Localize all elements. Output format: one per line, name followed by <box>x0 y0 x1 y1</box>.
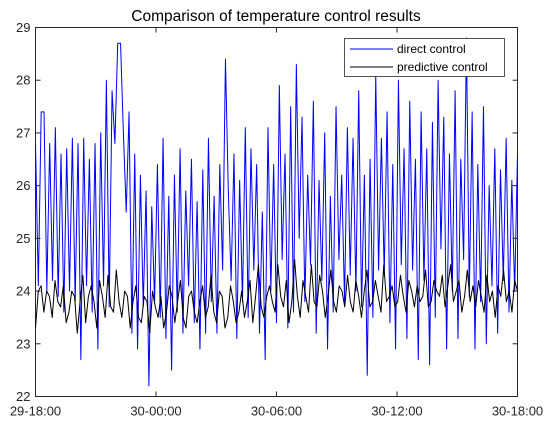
x-axis: 29-18:00 30-00:00 30-06:00 30-12:00 30-18:00 <box>10 27 543 419</box>
legend-label-direct-control: direct control <box>397 42 466 56</box>
y-tick-label: 27 <box>16 125 30 140</box>
legend-box <box>344 38 505 77</box>
chart-title: Comparison of temperature control result… <box>131 8 421 25</box>
y-tick-label: 25 <box>16 231 30 246</box>
legend: direct control predictive control <box>344 38 505 77</box>
series-line-direct-control <box>35 37 518 387</box>
plot-frame <box>35 27 518 397</box>
x-tick-label: 29-18:00 <box>10 404 61 419</box>
series-layer <box>35 37 518 387</box>
series-line-predictive-control <box>35 258 518 334</box>
y-tick-label: 23 <box>16 336 30 351</box>
y-tick-label: 28 <box>16 73 30 88</box>
y-axis: 22 23 24 25 26 27 28 29 <box>16 20 518 404</box>
y-tick-label: 26 <box>16 178 30 193</box>
y-tick-label: 29 <box>16 20 30 35</box>
legend-label-predictive-control: predictive control <box>397 60 488 74</box>
y-tick-label: 24 <box>16 284 30 299</box>
x-tick-label: 30-18:00 <box>492 404 543 419</box>
y-tick-label: 22 <box>16 389 30 404</box>
x-tick-label: 30-12:00 <box>371 404 422 419</box>
x-tick-label: 30-06:00 <box>251 404 302 419</box>
x-tick-label: 30-00:00 <box>130 404 181 419</box>
